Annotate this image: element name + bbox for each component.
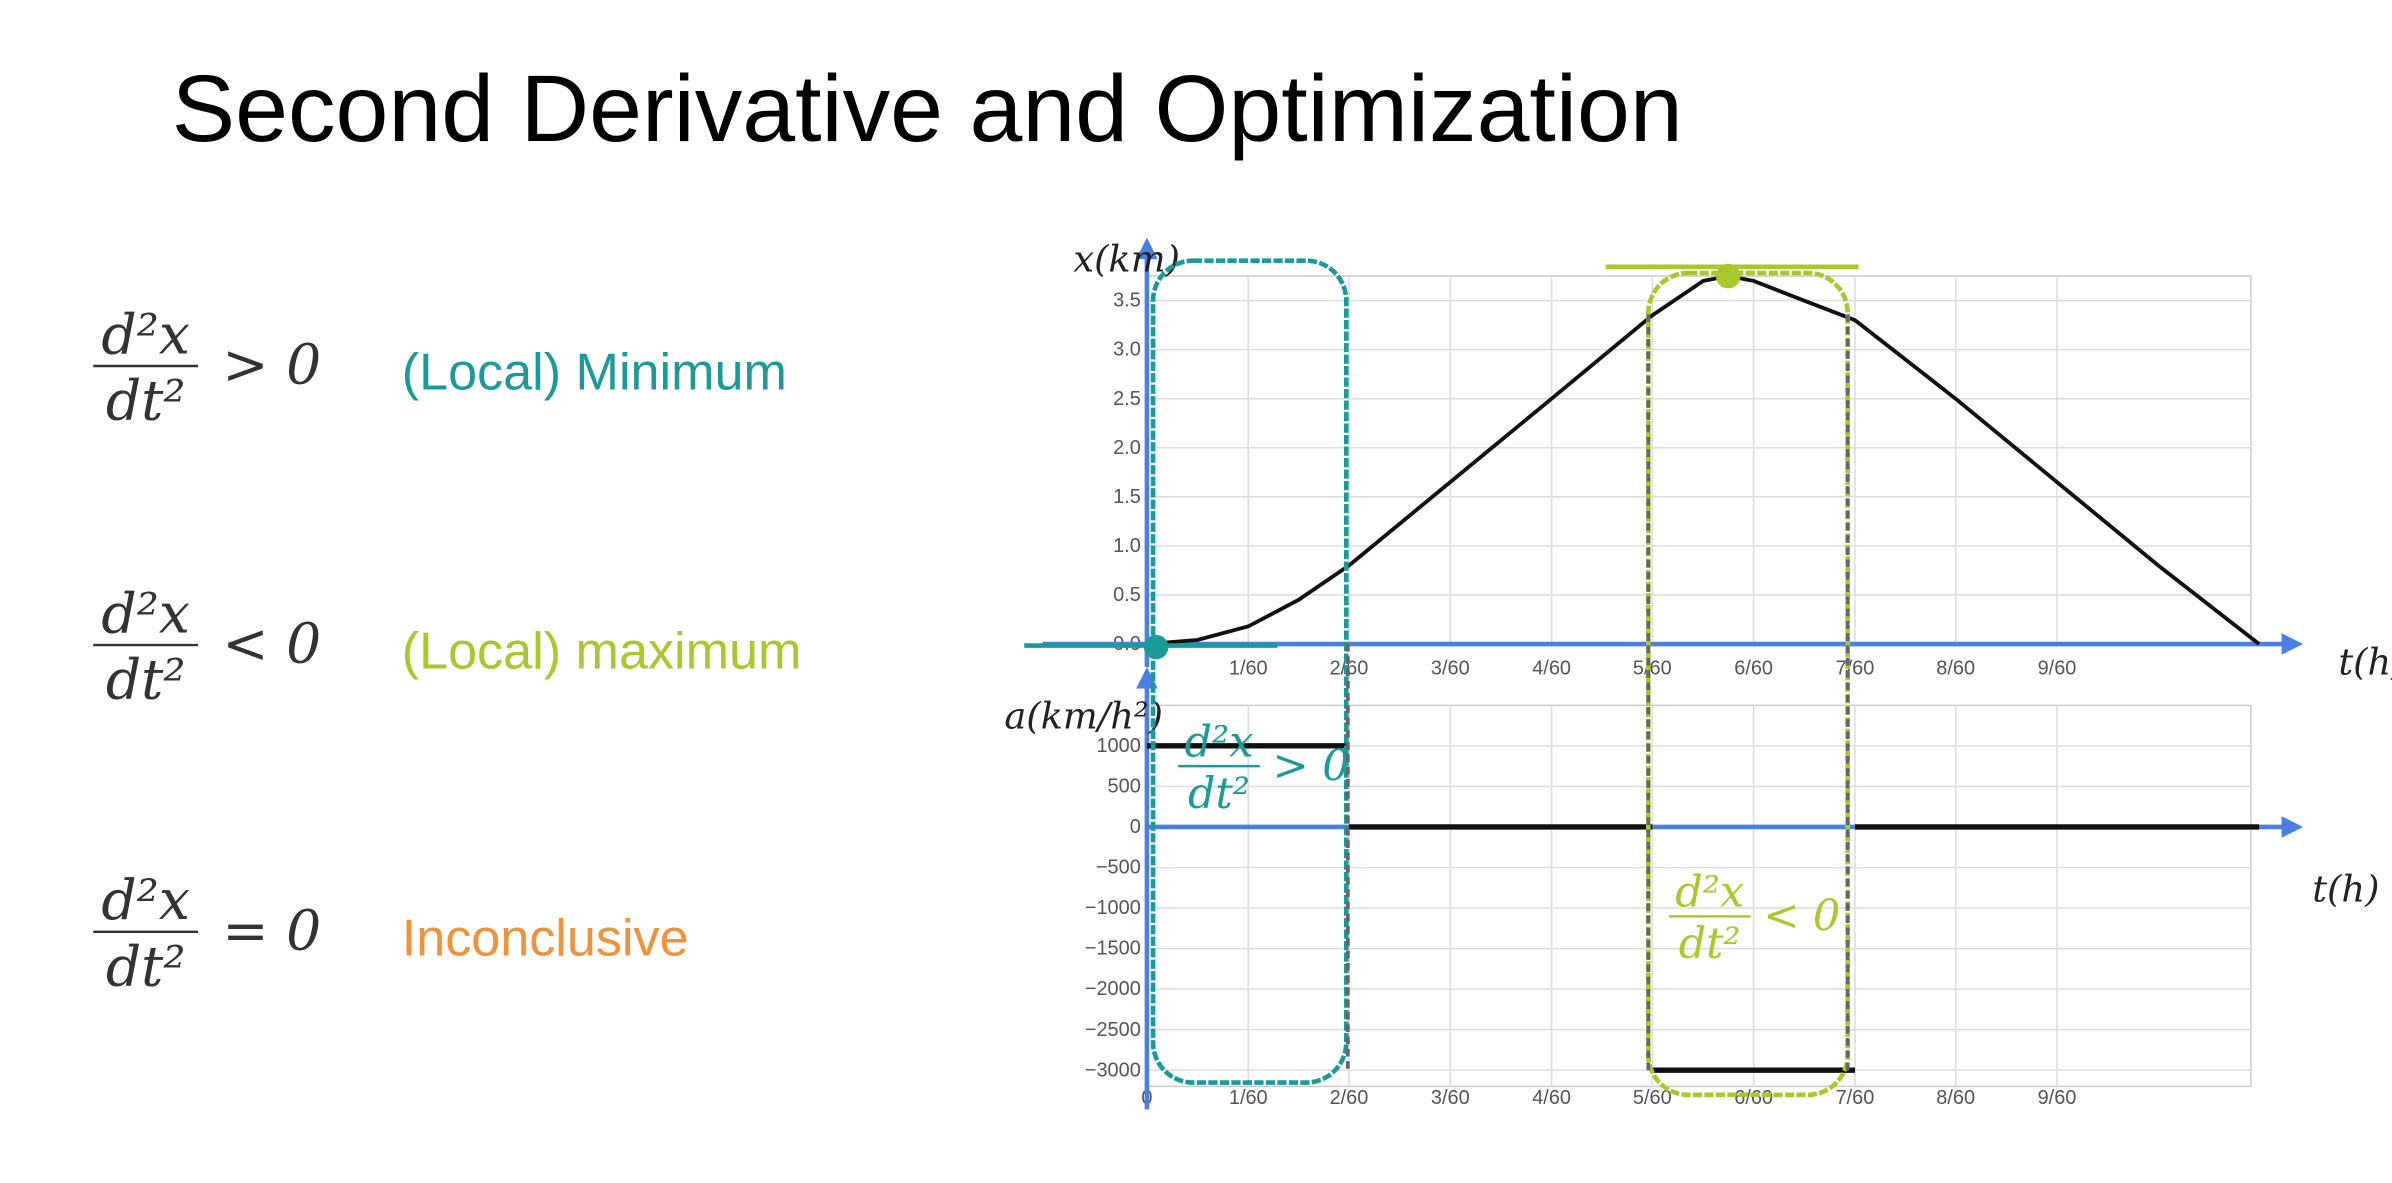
y-tick-label: 2.5 [1113,388,1141,410]
relation: < 0 [222,613,321,677]
relation: < 0 [1763,891,1840,941]
x-tick-label: 7/60 [1836,1087,1875,1109]
rule-label: (Local) maximum [402,623,802,681]
denominator: dt² [106,649,186,713]
x-tick-label: 4/60 [1532,1087,1571,1109]
x-axis-arrow [2281,816,2304,838]
relation: > 0 [222,334,321,398]
x-tick-label: 7/60 [1836,658,1875,680]
x-tick-label: 1/60 [1229,1087,1268,1109]
x-axis-arrow [2281,633,2304,655]
slide-title: Second Derivative and Optimization [172,56,1683,162]
y-tick-label: 1.5 [1113,486,1141,508]
x-tick-label: 9/60 [2038,1087,2077,1109]
extremum-marker [1715,263,1741,289]
x-tick-label: 5/60 [1633,1087,1672,1109]
charts: 0.00.51.01.52.02.53.03.51/602/603/604/60… [1004,237,2392,1110]
x-axis-label: t(h) [2338,641,2392,684]
numerator: d²x [101,582,190,646]
y-tick-label: 500 [1108,776,1141,798]
numerator: d²x [101,869,190,933]
y-tick-label: −500 [1096,857,1141,879]
y-axis-label: a(km/h²) [1004,694,1163,737]
x-tick-label: 6/60 [1734,1087,1773,1109]
y-axis-arrow [1136,237,1158,260]
y-tick-label: −2500 [1085,1019,1141,1041]
data-line [1146,743,2260,1073]
y-tick-label: −3000 [1085,1059,1141,1081]
y-tick-label: 3.0 [1113,339,1141,361]
x-axis-label: t(h) [2312,868,2379,911]
denominator: dt² [106,935,186,999]
y-tick-label: −1000 [1085,897,1141,919]
y-tick-label: 1000 [1096,735,1140,757]
data-line [1146,274,2261,646]
relation: = 0 [222,899,321,963]
y-tick-label: 1.0 [1113,535,1141,557]
y-tick-label: 0.5 [1113,584,1141,606]
extremum-marker [1143,634,1169,660]
x-tick-label: 6/60 [1734,658,1773,680]
denominator: dt² [1188,769,1250,819]
denominator: dt² [1679,919,1741,969]
x-tick-label: 9/60 [2038,658,2077,680]
x-tick-label: 3/60 [1431,1087,1470,1109]
x-tick-label: 3/60 [1431,658,1470,680]
numerator: d²x [1675,868,1744,918]
y-tick-label: 2.0 [1113,437,1141,459]
x-tick-label: 1/60 [1229,658,1268,680]
y-axis-arrow [1136,667,1158,689]
x-tick-label: 8/60 [1936,1087,1975,1109]
x-tick-label: 5/60 [1633,658,1672,680]
numerator: d²x [101,303,190,367]
y-tick-label: −2000 [1085,978,1141,1000]
rule-label: Inconclusive [402,909,689,967]
y-tick-label: 3.5 [1113,290,1141,312]
y-tick-label: 0 [1130,816,1141,838]
rule-label: (Local) Minimum [402,343,787,401]
numerator: d²x [1185,717,1254,767]
denominator: dt² [106,370,186,434]
y-tick-label: −1500 [1085,938,1141,960]
x-tick-label: 2/60 [1330,1087,1369,1109]
relation: > 0 [1273,741,1350,791]
x-tick-label: 8/60 [1936,658,1975,680]
x-tick-label: 4/60 [1532,658,1571,680]
